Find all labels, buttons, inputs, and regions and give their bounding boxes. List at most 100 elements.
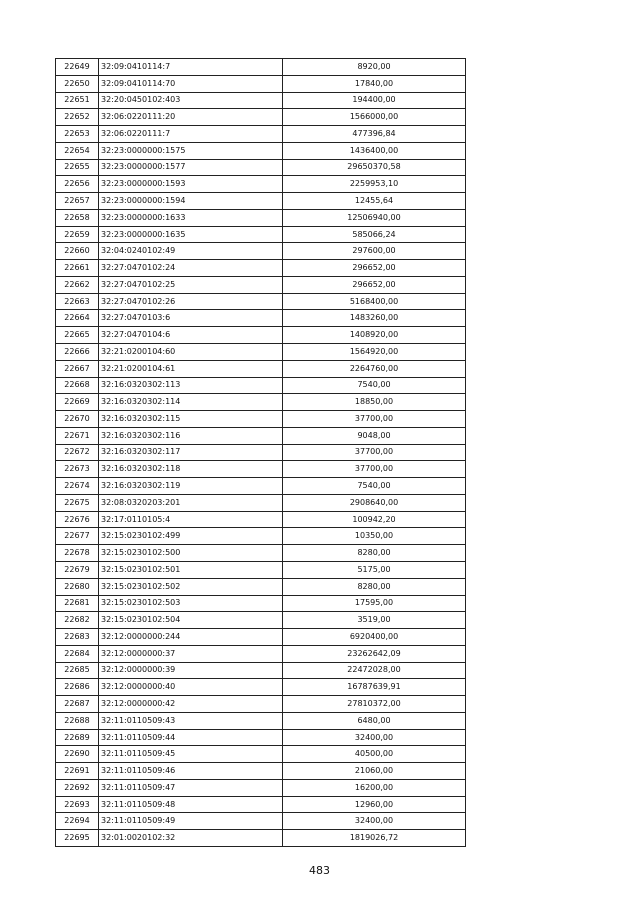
cadastral-number-cell: 32:11:0110509:43 bbox=[98, 711, 283, 730]
table-row: 22692 32:11:0110509:47 16200,00 bbox=[55, 778, 466, 797]
value-cell: 7540,00 bbox=[282, 477, 466, 495]
cadastral-number-cell: 32:21:0200104:60 bbox=[98, 343, 283, 361]
value-cell: 8280,00 bbox=[282, 577, 466, 596]
cadastral-number-cell: 32:16:0320302:113 bbox=[98, 376, 283, 395]
table-row: 22685 32:12:0000000:39 22472028,00 bbox=[55, 661, 466, 680]
cadastral-number-cell: 32:27:0470102:25 bbox=[98, 275, 283, 294]
value-cell: 296652,00 bbox=[282, 259, 466, 277]
cadastral-number-cell: 32:01:0020102:32 bbox=[98, 829, 283, 847]
value-cell: 7540,00 bbox=[282, 376, 466, 395]
value-cell: 37700,00 bbox=[282, 460, 466, 479]
value-cell: 32400,00 bbox=[282, 812, 466, 831]
table-row: 22659 32:23:0000000:1635 585066,24 bbox=[55, 225, 466, 244]
row-number-cell: 22654 bbox=[55, 141, 99, 160]
cadastral-number-cell: 32:17:0110105:4 bbox=[98, 510, 283, 529]
value-cell: 6480,00 bbox=[282, 711, 466, 730]
table-row: 22653 32:06:0220111:7 477396,84 bbox=[55, 125, 466, 143]
value-cell: 296652,00 bbox=[282, 275, 466, 294]
table-row: 22663 32:27:0470102:26 5168400,00 bbox=[55, 292, 466, 311]
row-number-cell: 22694 bbox=[55, 812, 99, 831]
table-row: 22678 32:15:0230102:500 8280,00 bbox=[55, 544, 466, 562]
page-number: 483 bbox=[309, 864, 330, 877]
table-row: 22675 32:08:0320203:201 2908640,00 bbox=[55, 493, 466, 512]
row-number-cell: 22692 bbox=[55, 778, 99, 797]
table-row: 22670 32:16:0320302:115 37700,00 bbox=[55, 410, 466, 428]
cadastral-number-cell: 32:23:0000000:1633 bbox=[98, 208, 283, 227]
value-cell: 17840,00 bbox=[282, 74, 466, 93]
cadastral-number-cell: 32:23:0000000:1635 bbox=[98, 225, 283, 244]
value-cell: 29650370,58 bbox=[282, 158, 466, 177]
value-cell: 23262642,09 bbox=[282, 644, 466, 663]
value-cell: 16787639,91 bbox=[282, 678, 466, 697]
table-row: 22686 32:12:0000000:40 16787639,91 bbox=[55, 678, 466, 697]
table-row: 22679 32:15:0230102:501 5175,00 bbox=[55, 560, 466, 579]
table-row: 22658 32:23:0000000:1633 12506940,00 bbox=[55, 208, 466, 227]
cadastral-number-cell: 32:11:0110509:45 bbox=[98, 745, 283, 764]
row-number-cell: 22652 bbox=[55, 108, 99, 127]
row-number-cell: 22653 bbox=[55, 125, 99, 143]
cadastral-number-cell: 32:09:0410114:70 bbox=[98, 74, 283, 93]
value-cell: 12960,00 bbox=[282, 795, 466, 814]
table-row: 22660 32:04:0240102:49 297600,00 bbox=[55, 242, 466, 261]
cadastral-number-cell: 32:16:0320302:119 bbox=[98, 477, 283, 495]
value-cell: 8920,00 bbox=[282, 58, 466, 76]
value-cell: 297600,00 bbox=[282, 242, 466, 261]
row-number-cell: 22675 bbox=[55, 493, 99, 512]
row-number-cell: 22683 bbox=[55, 628, 99, 646]
table-row: 22677 32:15:0230102:499 10350,00 bbox=[55, 527, 466, 546]
row-number-cell: 22671 bbox=[55, 426, 99, 445]
value-cell: 1819026,72 bbox=[282, 829, 466, 847]
cadastral-number-cell: 32:27:0470103:6 bbox=[98, 309, 283, 328]
value-cell: 18850,00 bbox=[282, 393, 466, 412]
value-cell: 585066,24 bbox=[282, 225, 466, 244]
value-cell: 6920400,00 bbox=[282, 628, 466, 646]
table-row: 22665 32:27:0470104:6 1408920,00 bbox=[55, 326, 466, 345]
value-cell: 8280,00 bbox=[282, 544, 466, 562]
value-cell: 1566000,00 bbox=[282, 108, 466, 127]
cadastral-number-cell: 32:11:0110509:44 bbox=[98, 728, 283, 747]
value-cell: 100942,20 bbox=[282, 510, 466, 529]
value-cell: 2908640,00 bbox=[282, 493, 466, 512]
value-cell: 194400,00 bbox=[282, 91, 466, 110]
table-row: 22650 32:09:0410114:70 17840,00 bbox=[55, 74, 466, 93]
value-cell: 22472028,00 bbox=[282, 661, 466, 680]
row-number-cell: 22686 bbox=[55, 678, 99, 697]
table-row: 22664 32:27:0470103:6 1483260,00 bbox=[55, 309, 466, 328]
table-row: 22682 32:15:0230102:504 3519,00 bbox=[55, 611, 466, 630]
row-number-cell: 22667 bbox=[55, 359, 99, 378]
row-number-cell: 22687 bbox=[55, 695, 99, 713]
value-cell: 5175,00 bbox=[282, 560, 466, 579]
row-number-cell: 22689 bbox=[55, 728, 99, 747]
cadastral-number-cell: 32:11:0110509:48 bbox=[98, 795, 283, 814]
row-number-cell: 22668 bbox=[55, 376, 99, 395]
table-row: 22657 32:23:0000000:1594 12455,64 bbox=[55, 192, 466, 210]
table-row: 22689 32:11:0110509:44 32400,00 bbox=[55, 728, 466, 747]
row-number-cell: 22674 bbox=[55, 477, 99, 495]
value-cell: 32400,00 bbox=[282, 728, 466, 747]
value-cell: 1483260,00 bbox=[282, 309, 466, 328]
cadastral-number-cell: 32:08:0320203:201 bbox=[98, 493, 283, 512]
value-cell: 37700,00 bbox=[282, 443, 466, 462]
cadastral-number-cell: 32:15:0230102:501 bbox=[98, 560, 283, 579]
row-number-cell: 22661 bbox=[55, 259, 99, 277]
value-cell: 2259953,10 bbox=[282, 175, 466, 194]
table-row: 22661 32:27:0470102:24 296652,00 bbox=[55, 259, 466, 277]
value-cell: 3519,00 bbox=[282, 611, 466, 630]
cadastral-number-cell: 32:15:0230102:499 bbox=[98, 527, 283, 546]
table-row: 22672 32:16:0320302:117 37700,00 bbox=[55, 443, 466, 462]
table-row: 22687 32:12:0000000:42 27810372,00 bbox=[55, 695, 466, 713]
table-row: 22683 32:12:0000000:244 6920400,00 bbox=[55, 628, 466, 646]
row-number-cell: 22680 bbox=[55, 577, 99, 596]
cadastral-number-cell: 32:23:0000000:1593 bbox=[98, 175, 283, 194]
table-row: 22693 32:11:0110509:48 12960,00 bbox=[55, 795, 466, 814]
cadastral-number-cell: 32:27:0470102:26 bbox=[98, 292, 283, 311]
row-number-cell: 22663 bbox=[55, 292, 99, 311]
row-number-cell: 22658 bbox=[55, 208, 99, 227]
value-cell: 10350,00 bbox=[282, 527, 466, 546]
row-number-cell: 22666 bbox=[55, 343, 99, 361]
cadastral-number-cell: 32:12:0000000:39 bbox=[98, 661, 283, 680]
table-row: 22656 32:23:0000000:1593 2259953,10 bbox=[55, 175, 466, 194]
table-row: 22651 32:20:0450102:403 194400,00 bbox=[55, 91, 466, 110]
table-row: 22691 32:11:0110509:46 21060,00 bbox=[55, 762, 466, 780]
value-cell: 40500,00 bbox=[282, 745, 466, 764]
